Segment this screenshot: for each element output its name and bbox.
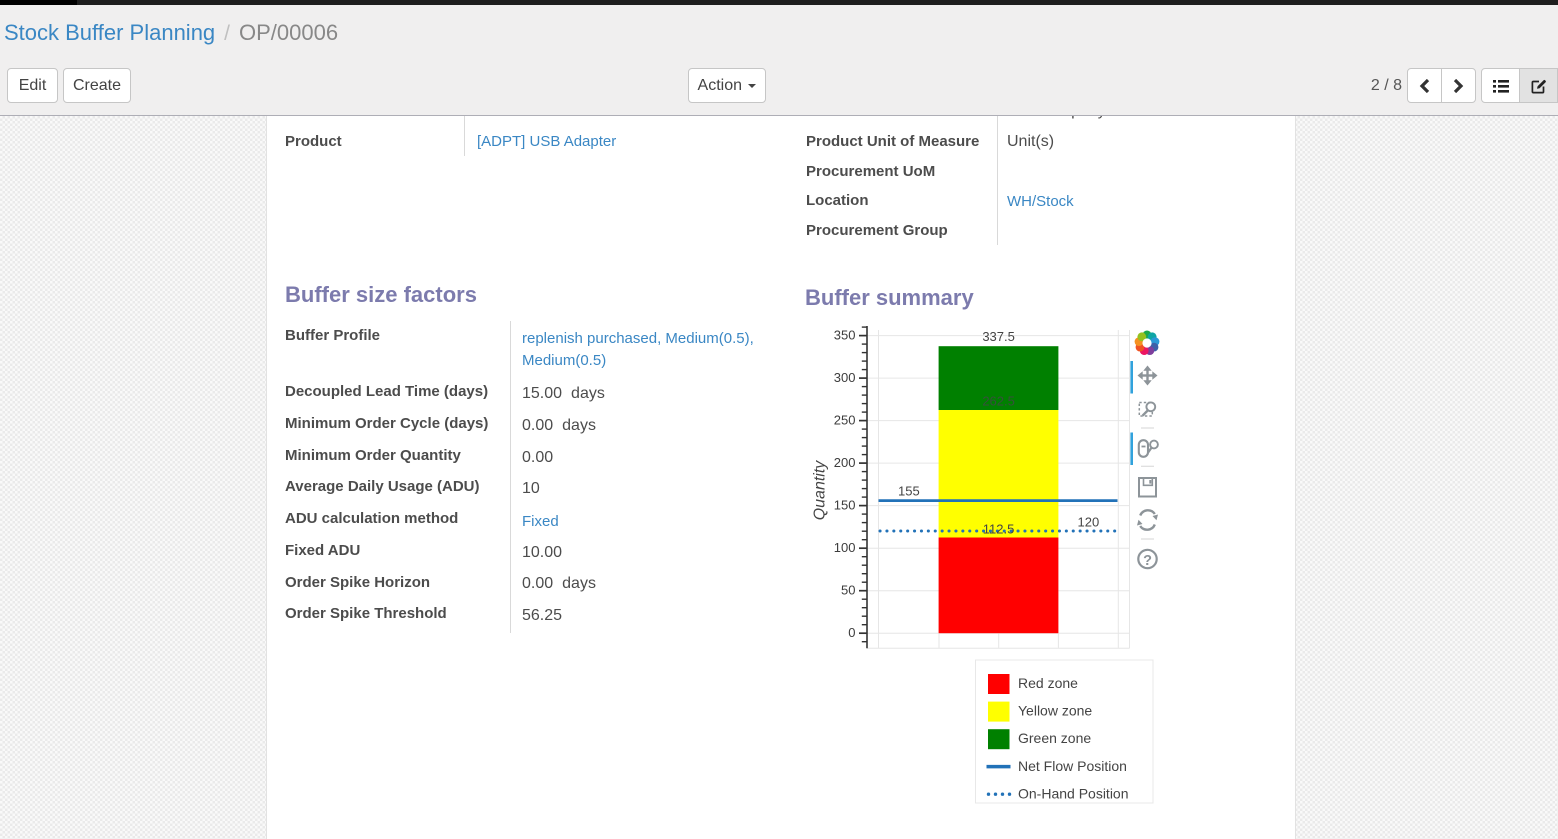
svg-text:50: 50 <box>841 583 855 598</box>
svg-text:337.5: 337.5 <box>982 329 1015 344</box>
svg-text:200: 200 <box>834 455 856 470</box>
svg-text:262.5: 262.5 <box>982 394 1015 409</box>
svg-text:350: 350 <box>834 328 856 343</box>
svg-text:Green zone: Green zone <box>1018 730 1091 746</box>
svg-text:Yellow zone: Yellow zone <box>1018 703 1092 719</box>
svg-text:Net Flow Position: Net Flow Position <box>1018 758 1127 774</box>
svg-text:?: ? <box>1143 553 1152 569</box>
svg-text:100: 100 <box>834 540 856 555</box>
svg-text:150: 150 <box>834 498 856 513</box>
svg-text:On-Hand Position: On-Hand Position <box>1018 785 1129 801</box>
svg-text:300: 300 <box>834 370 856 385</box>
svg-text:0: 0 <box>848 625 855 640</box>
svg-text:250: 250 <box>834 413 856 428</box>
svg-text:155: 155 <box>898 484 920 499</box>
svg-text:112.5: 112.5 <box>983 522 1015 537</box>
svg-text:Red zone: Red zone <box>1018 675 1078 691</box>
svg-text:Quantity: Quantity <box>812 460 829 521</box>
svg-text:120: 120 <box>1078 515 1100 530</box>
